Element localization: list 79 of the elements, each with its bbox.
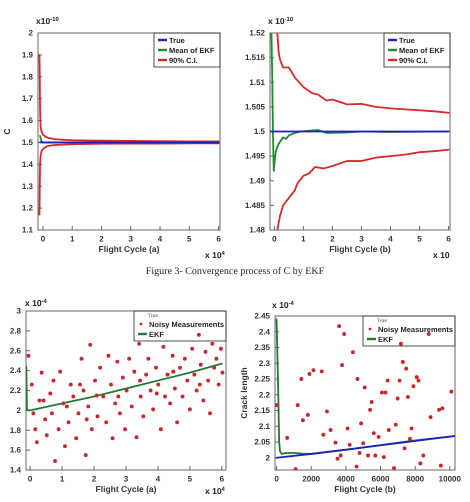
y-tick-label: 2.2 bbox=[258, 390, 271, 400]
text: x 10$^{-4}$ bbox=[272, 300, 295, 310]
x-tick-label: 8000 bbox=[406, 474, 425, 484]
y-axis-title: Crack length bbox=[239, 367, 249, 419]
y-tick-label: 1.485 bbox=[244, 200, 266, 210]
y-tick-label: 1.9 bbox=[22, 50, 34, 60]
y-tick-label: 2.6 bbox=[10, 346, 22, 356]
text: x 10$^{-4}$ bbox=[25, 298, 48, 308]
y-tick-label: 1.1 bbox=[22, 226, 34, 235]
x-tick-label: 6 bbox=[216, 234, 222, 244]
y-tick-label: 1.8 bbox=[10, 426, 22, 435]
x-tick-label: 0 bbox=[272, 234, 278, 244]
y-tick-label: 2.2 bbox=[10, 386, 22, 396]
y-tick-label: 1.505 bbox=[244, 102, 266, 112]
x-tick-label: 6 bbox=[446, 234, 452, 244]
x-tick-label: 2 bbox=[92, 474, 97, 484]
x-tick-label: 2000 bbox=[302, 474, 321, 484]
y-tick-label: 1.49 bbox=[249, 176, 266, 186]
y-tick-label: 2.8 bbox=[10, 326, 22, 336]
x-tick-label: 4 bbox=[156, 474, 161, 484]
y-tick-label: 1.8 bbox=[22, 72, 34, 82]
x-tick-label: 1 bbox=[301, 234, 306, 244]
y-tick-label: 2 bbox=[16, 406, 22, 415]
y-tick-label: 2.3 bbox=[258, 358, 271, 368]
y-tick-label: 1.495 bbox=[244, 152, 266, 161]
x-tick-label: 3 bbox=[124, 474, 129, 484]
x-tick-label: 5 bbox=[188, 474, 193, 484]
x-tick-label: 3 bbox=[359, 234, 364, 244]
x-axis-title: Flight Cycle (b) bbox=[329, 244, 391, 254]
text: x 10$^{-10}$ bbox=[268, 16, 294, 26]
y-tick-label: 1.48 bbox=[249, 226, 266, 235]
x-axis-title: Flight Cycle (b) bbox=[334, 484, 396, 494]
y-tick-label: 2.1 bbox=[258, 422, 271, 431]
text: x 10$^{4}$ bbox=[205, 250, 226, 260]
y-tick-label: 2.25 bbox=[254, 374, 271, 384]
y-tick-label: 1.5 bbox=[22, 138, 34, 148]
y-tick-label: 2 bbox=[266, 453, 271, 462]
y-tick-label: 1.4 bbox=[10, 466, 22, 475]
y-tick-label: 1.6 bbox=[10, 446, 22, 455]
text: x10$^{-10}$ bbox=[36, 16, 60, 26]
x-axis-title: Flight Cycle (a) bbox=[96, 484, 157, 494]
x-tick-label: 10000 bbox=[438, 474, 462, 484]
x-tick-label: 1 bbox=[60, 474, 65, 484]
x-tick-label: 0 bbox=[274, 474, 280, 484]
x-tick-label: 2 bbox=[99, 234, 104, 244]
y-tick-label: 1.51 bbox=[249, 78, 266, 87]
x-tick-label: 6000 bbox=[372, 474, 390, 484]
text: x 10 bbox=[433, 250, 450, 260]
text: x 10$^{4}$ bbox=[205, 486, 226, 496]
x-tick-label: 6 bbox=[220, 474, 225, 484]
y-tick-label: 2.45 bbox=[254, 312, 271, 321]
x-tick-label: 2 bbox=[330, 234, 336, 244]
y-tick-label: 2.4 bbox=[258, 327, 271, 336]
y-tick-label: 2.35 bbox=[254, 343, 271, 352]
x-tick-label: 0 bbox=[40, 234, 46, 244]
x-tick-label: 5 bbox=[187, 234, 192, 244]
x-tick-label: 3 bbox=[128, 234, 134, 244]
y-tick-label: 2 bbox=[28, 28, 34, 38]
x-axis-title: Flight Cycle (a) bbox=[98, 244, 160, 254]
y-tick-label: 1.2 bbox=[22, 204, 34, 213]
x-tick-label: 1 bbox=[70, 234, 76, 244]
y-tick-label: 1.3 bbox=[22, 182, 34, 191]
y-tick-label: 2.15 bbox=[254, 406, 271, 416]
x-tick-label: 4 bbox=[388, 234, 394, 244]
y-tick-label: 2.4 bbox=[10, 366, 22, 376]
caption: Figure 3- Convergence process of C by EKF bbox=[146, 266, 325, 277]
y-tick-label: 3 bbox=[16, 306, 22, 316]
y-tick-label: 1.4 bbox=[22, 160, 34, 169]
y-tick-label: 1.52 bbox=[249, 28, 266, 38]
x-tick-label: 4 bbox=[158, 234, 163, 244]
y-tick-label: 1.6 bbox=[22, 116, 34, 126]
x-tick-label: 4000 bbox=[336, 474, 356, 484]
y-tick-label: 1.7 bbox=[22, 94, 34, 104]
y-axis-title: C bbox=[2, 128, 12, 135]
y-tick-label: 2.05 bbox=[254, 438, 271, 447]
y-tick-label: 1.5 bbox=[254, 127, 266, 136]
y-tick-label: 1.515 bbox=[244, 53, 266, 62]
x-tick-label: 0 bbox=[28, 474, 33, 484]
x-tick-label: 5 bbox=[417, 234, 422, 244]
